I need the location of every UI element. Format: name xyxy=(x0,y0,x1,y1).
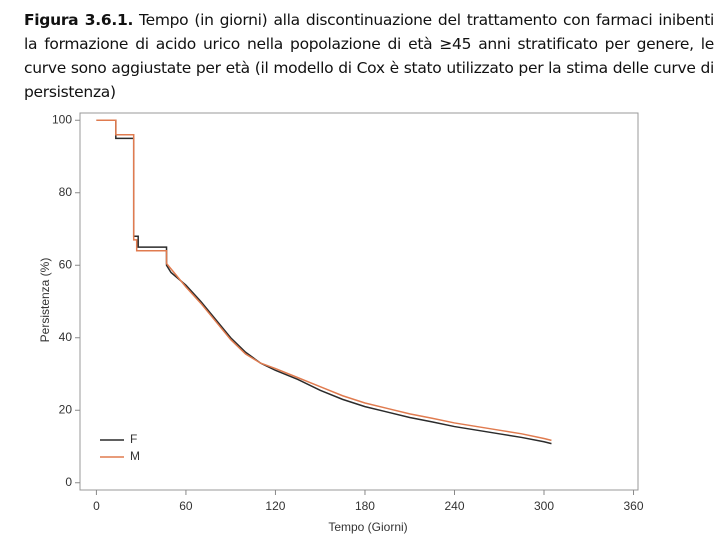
plot-frame xyxy=(79,112,639,491)
y-tick-label: 60 xyxy=(59,257,73,271)
x-tick-label: 300 xyxy=(534,499,554,513)
series-line xyxy=(96,119,552,442)
y-tick-label: 80 xyxy=(59,185,73,199)
legend-label: F xyxy=(130,432,137,446)
y-tick-label: 0 xyxy=(65,475,72,489)
x-tick-label: 0 xyxy=(93,499,100,513)
caption-text: Tempo (in giorni) alla discontinuazione … xyxy=(24,11,714,101)
y-tick-label: 40 xyxy=(59,330,73,344)
caption-label: Figura 3.6.1. xyxy=(24,11,134,29)
y-axis-label: Persistenza (%) xyxy=(38,258,52,343)
x-tick-label: 240 xyxy=(444,499,464,513)
series-line xyxy=(96,119,552,445)
x-axis-label: Tempo (Giorni) xyxy=(328,520,407,534)
caption: Figura 3.6.1. Tempo (in giorni) alla dis… xyxy=(24,8,714,104)
legend-label: M xyxy=(130,449,140,463)
x-tick-label: 180 xyxy=(355,499,375,513)
x-tick-label: 60 xyxy=(179,499,193,513)
y-tick-label: 100 xyxy=(52,112,72,126)
y-tick-label: 20 xyxy=(59,402,73,416)
x-tick-label: 120 xyxy=(265,499,285,513)
x-tick-label: 360 xyxy=(624,499,644,513)
